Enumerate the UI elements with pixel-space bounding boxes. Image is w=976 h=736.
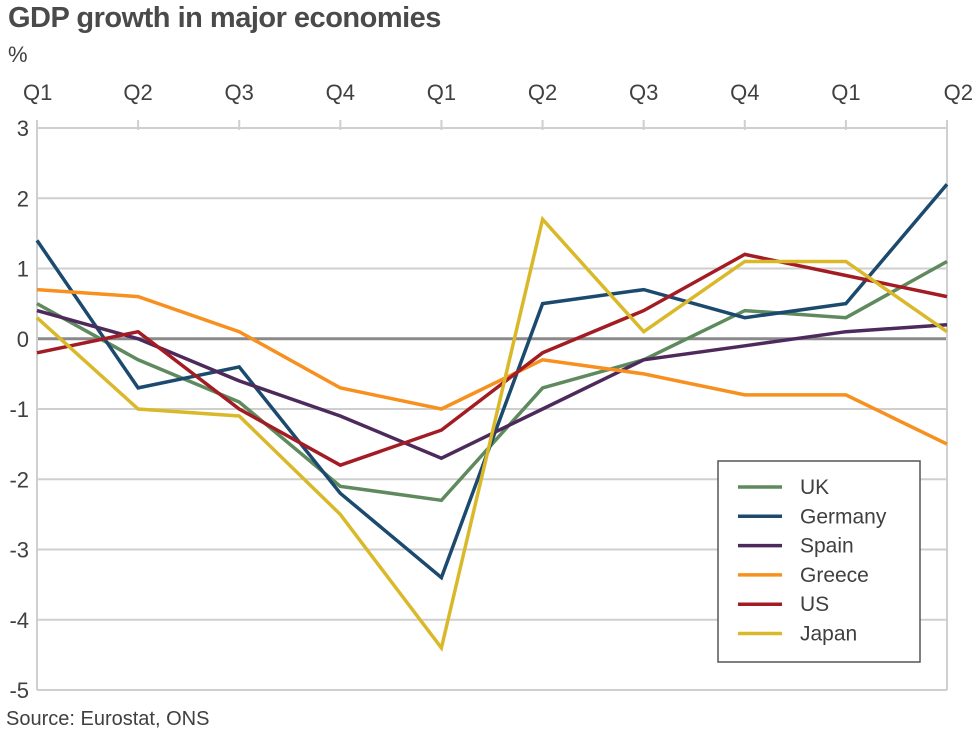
x-tick-label: Q3 [629, 80, 658, 105]
x-tick-label: Q1 [831, 80, 860, 105]
legend-label-germany: Germany [800, 505, 887, 528]
legend-label-greece: Greece [800, 564, 869, 587]
x-tick-label: Q2 [944, 80, 973, 105]
legend-label-spain: Spain [800, 535, 854, 558]
x-tick-label: Q4 [326, 80, 355, 105]
legend-label-uk: UK [800, 476, 829, 499]
series-line-greece [36, 287, 948, 446]
y-tick-label: -3 [9, 538, 29, 563]
x-tick-label: Q4 [730, 80, 759, 105]
y-tick-label: -5 [9, 678, 29, 703]
y-tick-label: -2 [9, 467, 29, 492]
x-tick-label: Q3 [225, 80, 254, 105]
x-tick-label: Q2 [528, 80, 557, 105]
legend-label-japan: Japan [800, 623, 857, 646]
y-tick-label: -1 [9, 397, 29, 422]
series-line-japan [35, 215, 948, 652]
chart-title: GDP growth in major economies [8, 2, 441, 34]
legend-label-us: US [800, 593, 829, 616]
y-tick-label: -4 [9, 608, 29, 633]
x-tick-label: Q2 [123, 80, 152, 105]
y-tick-label: 3 [17, 116, 29, 141]
source-note: Source: Eurostat, ONS [6, 708, 210, 730]
series-line-us [36, 252, 948, 468]
y-tick-label: 1 [17, 257, 29, 282]
legend-box [717, 460, 921, 663]
y-tick-label: 2 [17, 186, 29, 211]
x-tick-label: Q1 [23, 80, 52, 105]
x-tick-label: Q1 [427, 80, 456, 105]
y-tick-label: 0 [17, 327, 29, 352]
y-axis-unit: % [8, 42, 28, 67]
